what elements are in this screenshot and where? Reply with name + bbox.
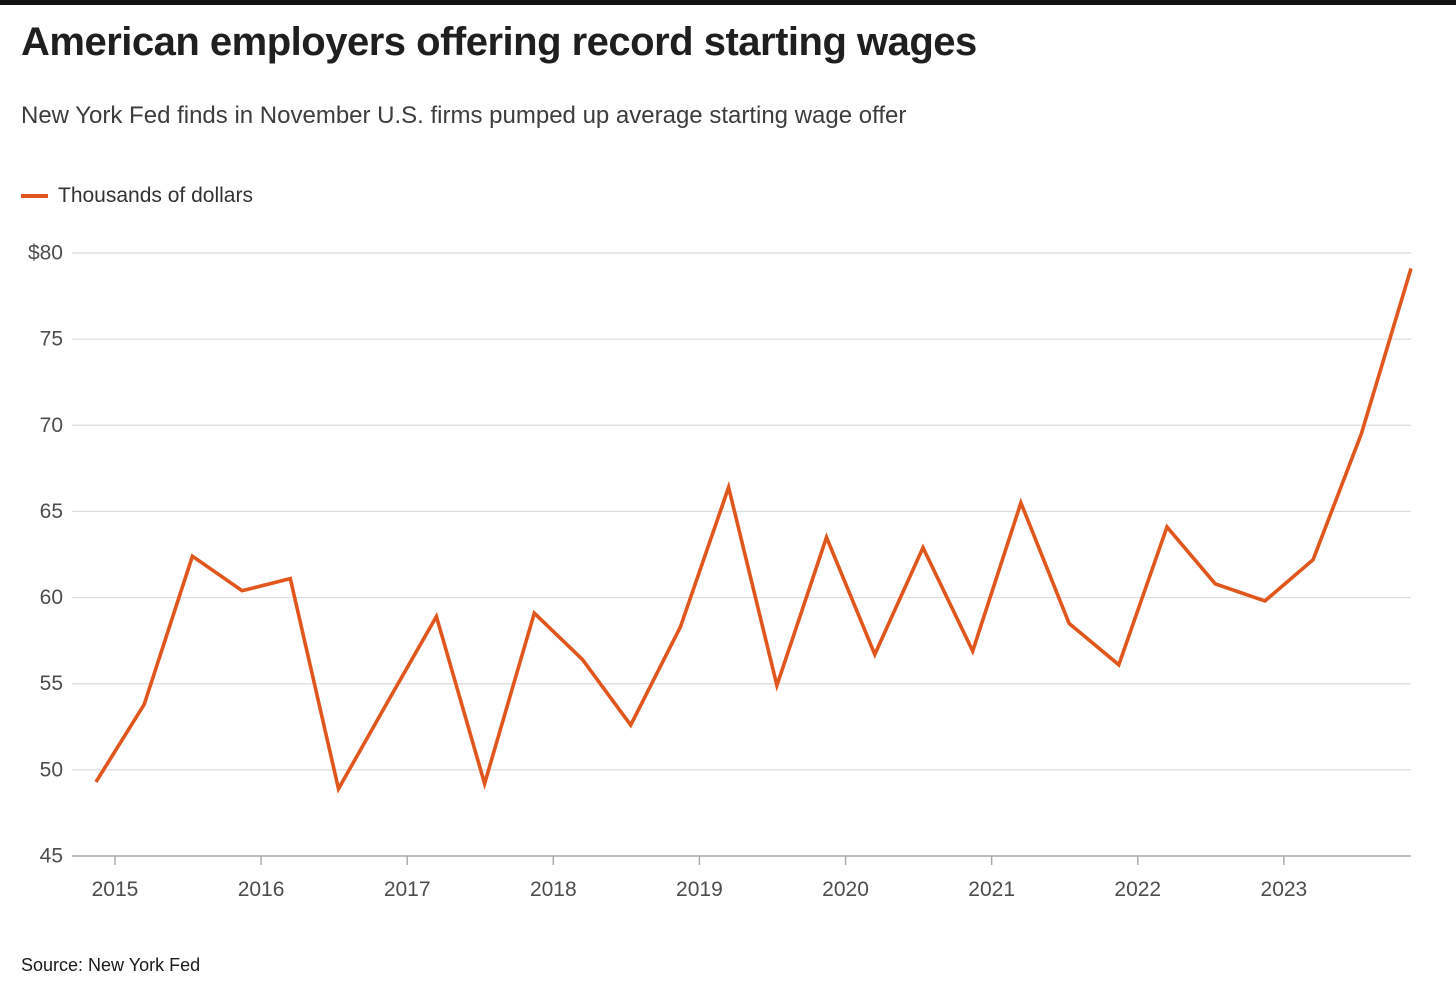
x-tick-label: 2022 <box>1114 878 1161 901</box>
top-divider-rule <box>0 0 1456 5</box>
chart-subtitle: New York Fed finds in November U.S. firm… <box>21 102 907 129</box>
x-tick-label: 2017 <box>384 878 431 901</box>
legend-label: Thousands of dollars <box>58 184 253 207</box>
x-tick-label: 2021 <box>968 878 1015 901</box>
x-tick-label: 2020 <box>822 878 869 901</box>
y-tick-label: 50 <box>40 758 63 781</box>
y-tick-label: 70 <box>40 414 63 437</box>
y-tick-label: 45 <box>40 845 63 868</box>
x-tick-label: 2018 <box>530 878 577 901</box>
chart-title: American employers offering record start… <box>21 20 977 64</box>
y-tick-label: 75 <box>40 328 63 351</box>
legend-line-swatch-icon <box>21 194 48 198</box>
x-tick-label: 2015 <box>92 878 139 901</box>
y-tick-label: 60 <box>40 586 63 609</box>
y-tick-label: 55 <box>40 672 63 695</box>
y-tick-label: 65 <box>40 500 63 523</box>
x-tick-label: 2016 <box>238 878 285 901</box>
source-note: Source: New York Fed <box>21 955 201 975</box>
x-tick-label: 2019 <box>676 878 723 901</box>
x-tick-label: 2023 <box>1261 878 1308 901</box>
legend: Thousands of dollars <box>21 184 253 208</box>
y-tick-label: $80 <box>28 242 63 265</box>
starting-wage-line <box>94 267 1413 794</box>
